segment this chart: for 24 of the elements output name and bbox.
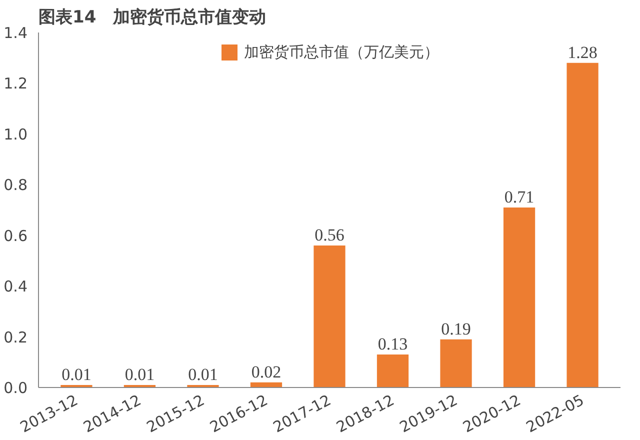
bar — [440, 339, 472, 388]
data-label: 0.19 — [441, 319, 471, 338]
chart-title: 图表14 加密货币总市值变动 — [38, 8, 266, 28]
data-label: 0.56 — [314, 226, 344, 244]
legend-label: 加密货币总市值（万亿美元） — [244, 42, 439, 62]
data-label: 0.01 — [62, 364, 92, 384]
y-tick-label: 1.4 — [4, 24, 28, 42]
data-label: 0.01 — [188, 364, 218, 384]
bar — [314, 246, 346, 388]
data-label: 0.13 — [378, 334, 408, 354]
y-tick-label: 1.2 — [4, 74, 28, 93]
y-tick-label: 0.6 — [4, 226, 28, 245]
data-label: 0.71 — [504, 187, 534, 206]
bar — [503, 207, 536, 388]
data-label: 0.01 — [124, 364, 155, 384]
data-label: 0.02 — [251, 362, 282, 382]
y-tick-label: 0.4 — [4, 278, 28, 296]
y-tick-label: 0.0 — [4, 379, 28, 397]
y-tick-label: 1.0 — [4, 125, 28, 144]
bar — [376, 354, 409, 388]
data-label: 1.28 — [568, 42, 598, 62]
bar — [566, 62, 598, 388]
y-tick-label: 0.8 — [4, 176, 28, 194]
y-tick-label: 0.2 — [4, 328, 28, 346]
